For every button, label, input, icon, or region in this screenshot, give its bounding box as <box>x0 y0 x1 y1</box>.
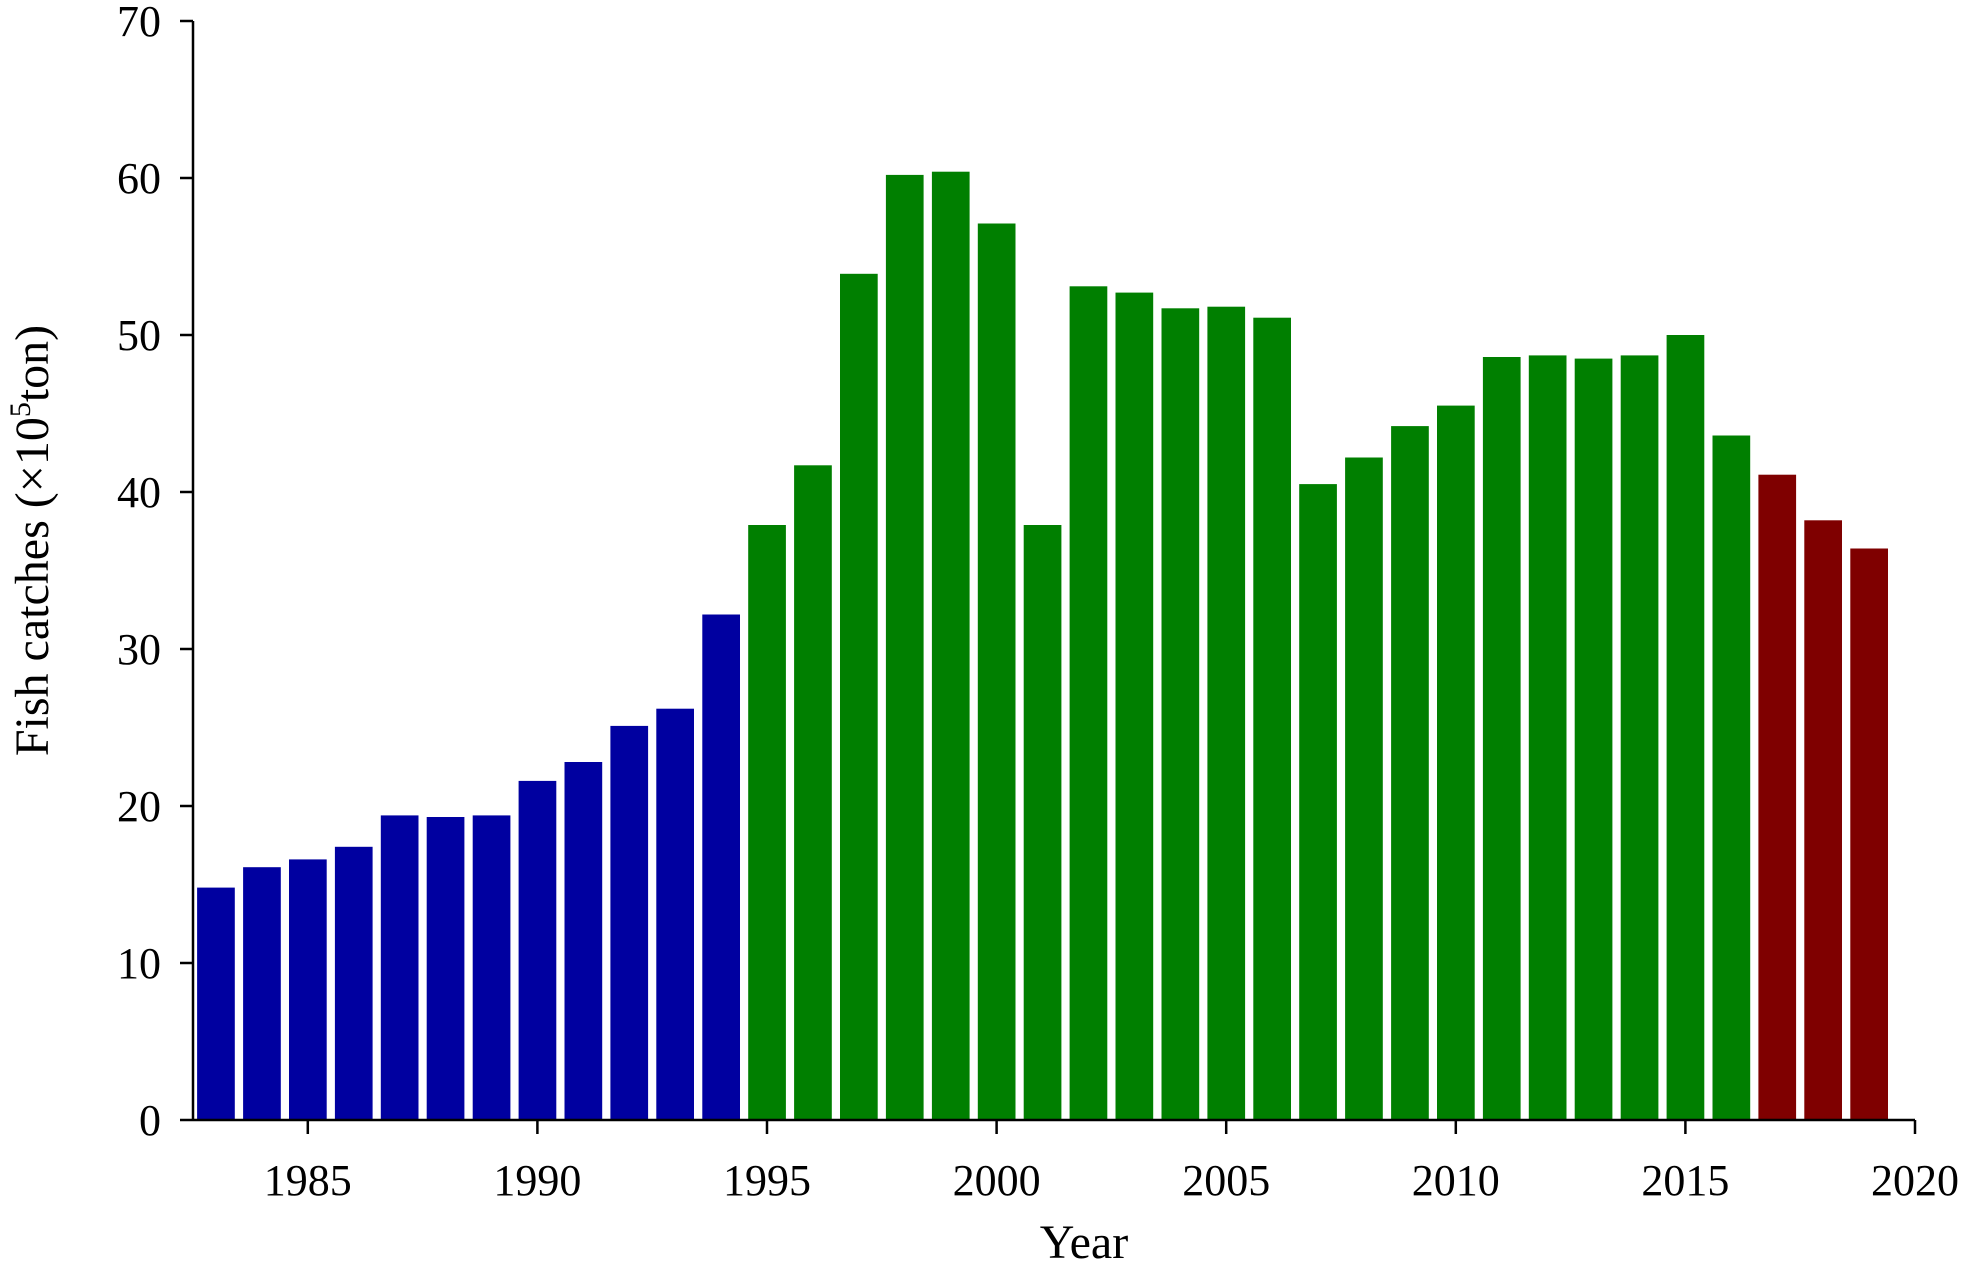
y-axis-title-part-1: Fish catches (×10 <box>6 417 59 756</box>
bar-2015 <box>1666 335 1705 1120</box>
bar-1992 <box>610 725 649 1120</box>
bar-2004 <box>1161 308 1200 1120</box>
bar-1988 <box>426 817 465 1120</box>
x-ticks: 1985 1990 1995 2000 2005 2010 2015 2020 <box>264 1120 1959 1205</box>
x-axis-title: Year <box>1040 1216 1128 1264</box>
x-tick-label: 2010 <box>1412 1156 1500 1205</box>
bar-2009 <box>1391 426 1429 1121</box>
bar-2012 <box>1528 355 1567 1120</box>
y-tick-label: 50 <box>117 311 161 360</box>
x-tick-label: 2015 <box>1641 1156 1729 1205</box>
bar-2010 <box>1437 405 1475 1121</box>
y-axis-title: Fish catches (×105ton) <box>4 325 59 756</box>
x-tick-label: 2000 <box>953 1156 1041 1205</box>
y-tick-label: 30 <box>117 625 161 674</box>
bar-1996 <box>794 465 832 1120</box>
axes-layer <box>191 21 1915 1122</box>
bar-1994 <box>702 614 740 1120</box>
y-axis-title-part-2: ton) <box>6 325 59 402</box>
bar-1999 <box>931 171 970 1120</box>
y-tick-label: 0 <box>139 1096 161 1145</box>
x-tick-label: 1990 <box>493 1156 581 1205</box>
bar-2018 <box>1804 520 1842 1120</box>
y-tick-label: 10 <box>117 939 161 988</box>
bar-2008 <box>1345 457 1383 1120</box>
bar-1997 <box>840 273 878 1120</box>
bar-1991 <box>564 762 603 1120</box>
bar-2017 <box>1758 474 1797 1120</box>
x-tick-label: 1995 <box>723 1156 811 1205</box>
y-tick-label: 70 <box>117 0 161 46</box>
bar-2003 <box>1115 292 1154 1121</box>
bar-2006 <box>1253 317 1291 1120</box>
bar-1993 <box>656 708 694 1120</box>
y-tick-label: 60 <box>117 154 161 203</box>
bars-layer <box>197 171 1888 1121</box>
bar-1985 <box>289 859 327 1120</box>
bar-2002 <box>1069 286 1108 1120</box>
bar-1990 <box>518 780 557 1120</box>
bar-1983 <box>197 887 235 1120</box>
y-axis-title-superscript: 5 <box>4 402 37 417</box>
bar-1989 <box>472 815 511 1120</box>
y-tick-label: 40 <box>117 468 161 517</box>
x-tick-label: 1985 <box>264 1156 352 1205</box>
bar-1987 <box>380 815 419 1120</box>
bar-2011 <box>1482 357 1521 1120</box>
bar-1984 <box>243 867 281 1120</box>
bar-2007 <box>1299 484 1337 1121</box>
bar-2014 <box>1620 355 1659 1120</box>
bar-2001 <box>1023 525 1062 1120</box>
bar-1986 <box>334 846 373 1120</box>
bar-2000 <box>977 223 1016 1120</box>
bar-2016 <box>1712 435 1751 1120</box>
bar-1998 <box>885 174 924 1120</box>
y-ticks: 0 10 20 30 40 50 60 70 <box>117 0 193 1145</box>
bar-1995 <box>748 525 786 1120</box>
bar-2019 <box>1850 548 1888 1120</box>
x-tick-label: 2005 <box>1182 1156 1270 1205</box>
y-tick-label: 20 <box>117 782 161 831</box>
x-tick-label: 2020 <box>1871 1156 1959 1205</box>
bar-2005 <box>1207 306 1246 1120</box>
bar-2013 <box>1574 358 1613 1121</box>
